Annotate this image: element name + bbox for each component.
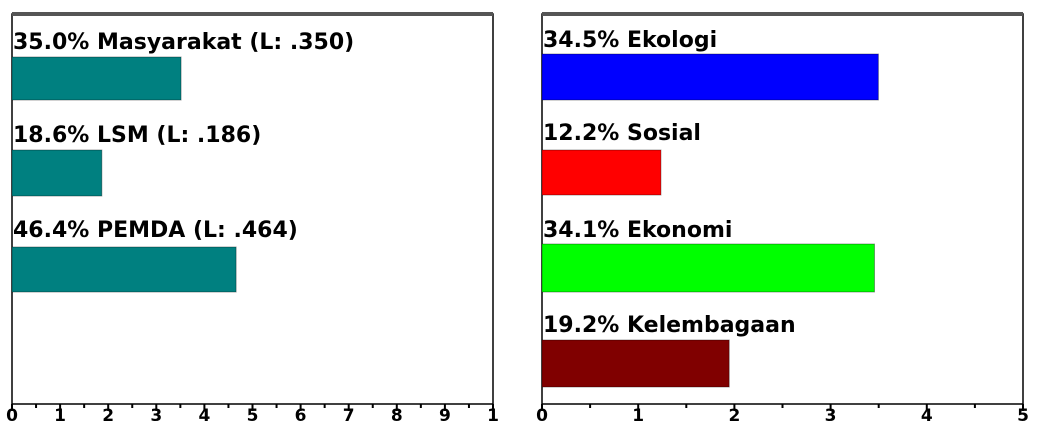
chart1-x-tick-label-5: 5 bbox=[247, 406, 259, 423]
chart2-bar-ekonomi bbox=[541, 243, 875, 293]
chart1-x-tick-label-10: 1 bbox=[487, 406, 499, 423]
chart1-x-tick-label-2: 2 bbox=[102, 406, 114, 423]
chart1-x-tick-label-9: 9 bbox=[439, 406, 451, 423]
chart1-bar-masyarakat bbox=[11, 56, 182, 101]
chart1-bar-pemda bbox=[11, 246, 237, 293]
chart1-bar-label-lsm: 18.6% LSM (L: .186) bbox=[13, 123, 261, 148]
chart1-x-tick-label-4: 4 bbox=[198, 406, 210, 423]
chart2-bar-label-ekonomi: 34.1% Ekonomi bbox=[543, 218, 732, 243]
chart2-bar-label-sosial: 12.2% Sosial bbox=[543, 121, 701, 146]
chart1-bar-lsm bbox=[11, 149, 103, 197]
chart1-x-tick-label-7: 7 bbox=[343, 406, 355, 423]
chart2-bar-label-ekologi: 34.5% Ekologi bbox=[543, 28, 717, 53]
chart2-x-tick-label-1: 1 bbox=[632, 406, 644, 423]
chart2-bar-label-kelembagaan: 19.2% Kelembagaan bbox=[543, 313, 796, 338]
chart1-x-tick-label-0: 0 bbox=[6, 406, 18, 423]
chart1-x-tick-label-6: 6 bbox=[295, 406, 307, 423]
chart1-x-tick-label-8: 8 bbox=[391, 406, 403, 423]
chart2-bar-sosial bbox=[541, 149, 662, 196]
chart2-bar-kelembagaan bbox=[541, 339, 730, 388]
chart2-x-tick-label-3: 3 bbox=[825, 406, 837, 423]
chart2-x-tick-label-4: 4 bbox=[921, 406, 933, 423]
chart2-x-tick-label-2: 2 bbox=[728, 406, 740, 423]
chart2-x-tick-label-5: 5 bbox=[1017, 406, 1029, 423]
chart1-bar-label-pemda: 46.4% PEMDA (L: .464) bbox=[13, 218, 298, 243]
chart1-x-tick-label-1: 1 bbox=[54, 406, 66, 423]
chart2-x-tick-label-0: 0 bbox=[536, 406, 548, 423]
chart1-bar-label-masyarakat: 35.0% Masyarakat (L: .350) bbox=[13, 30, 354, 55]
chart1-x-tick-label-3: 3 bbox=[150, 406, 162, 423]
chart2-bar-ekologi bbox=[541, 53, 879, 101]
